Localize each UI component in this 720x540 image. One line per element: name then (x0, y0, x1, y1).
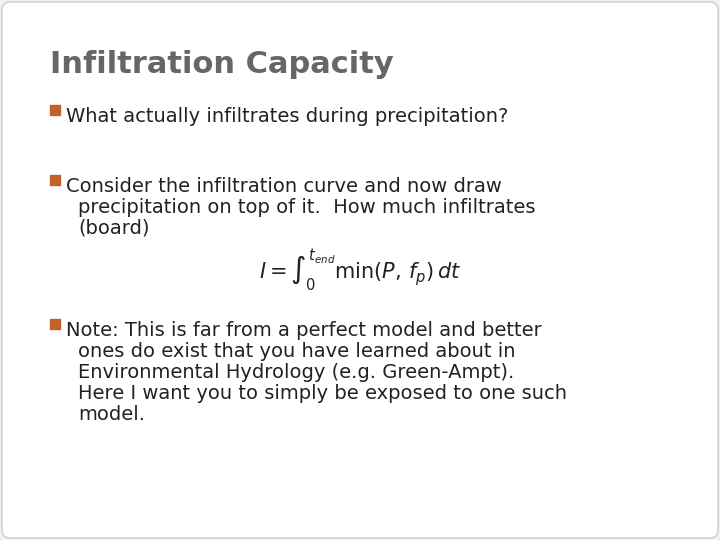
Text: (board): (board) (78, 219, 150, 238)
Text: What actually infiltrates during precipitation?: What actually infiltrates during precipi… (66, 107, 508, 126)
Bar (50, 105, 60, 115)
Bar (50, 175, 60, 185)
Text: $I = \int_{0}^{t_{end}} \min(P,\, f_p)\, dt$: $I = \int_{0}^{t_{end}} \min(P,\, f_p)\,… (258, 248, 462, 294)
Text: Infiltration Capacity: Infiltration Capacity (50, 50, 394, 79)
Text: model.: model. (78, 405, 145, 424)
Text: Environmental Hydrology (e.g. Green-Ampt).: Environmental Hydrology (e.g. Green-Ampt… (78, 363, 514, 382)
Text: Note: This is far from a perfect model and better: Note: This is far from a perfect model a… (66, 321, 541, 340)
Text: Here I want you to simply be exposed to one such: Here I want you to simply be exposed to … (78, 384, 567, 403)
Text: ones do exist that you have learned about in: ones do exist that you have learned abou… (78, 342, 516, 361)
Text: precipitation on top of it.  How much infiltrates: precipitation on top of it. How much inf… (78, 198, 536, 217)
Bar (50, 319, 60, 329)
Text: Consider the infiltration curve and now draw: Consider the infiltration curve and now … (66, 177, 502, 196)
